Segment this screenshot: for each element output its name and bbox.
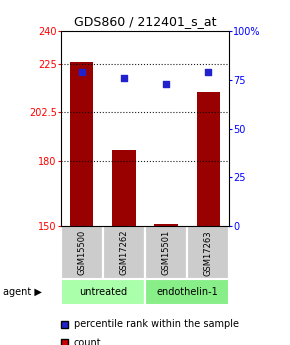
Bar — [155, 224, 177, 226]
Text: untreated: untreated — [79, 287, 127, 297]
FancyBboxPatch shape — [61, 226, 103, 279]
Text: endothelin-1: endothelin-1 — [156, 287, 218, 297]
FancyBboxPatch shape — [103, 226, 145, 279]
FancyBboxPatch shape — [187, 226, 229, 279]
FancyBboxPatch shape — [61, 279, 145, 305]
Bar — [70, 62, 93, 226]
Point — [206, 69, 210, 75]
Text: GDS860 / 212401_s_at: GDS860 / 212401_s_at — [74, 16, 216, 29]
Point — [79, 69, 84, 75]
Text: agent ▶: agent ▶ — [3, 287, 42, 297]
Bar — [197, 92, 220, 226]
Text: GSM15500: GSM15500 — [77, 230, 86, 275]
Text: GSM17262: GSM17262 — [119, 230, 128, 275]
Text: percentile rank within the sample: percentile rank within the sample — [74, 319, 239, 329]
FancyBboxPatch shape — [145, 279, 229, 305]
Point — [164, 81, 168, 87]
Text: GSM15501: GSM15501 — [162, 230, 171, 275]
Point — [122, 75, 126, 81]
Text: GSM17263: GSM17263 — [204, 230, 213, 276]
Text: count: count — [74, 338, 102, 345]
FancyBboxPatch shape — [145, 226, 187, 279]
Bar — [113, 150, 135, 226]
